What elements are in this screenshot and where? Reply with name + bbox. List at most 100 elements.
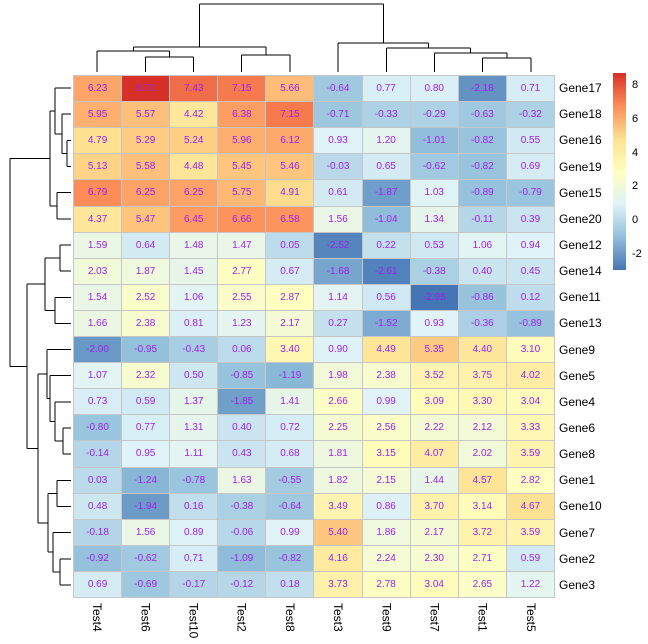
heatmap-cell: 6.25 <box>170 180 218 206</box>
row-label: Gene12 <box>559 237 602 252</box>
heatmap-cell: 6.66 <box>218 206 266 232</box>
heatmap-cell: 0.43 <box>218 441 266 467</box>
heatmap-cell: 0.94 <box>506 232 554 258</box>
heatmap-cell: -1.01 <box>410 128 458 154</box>
heatmap-cell: 1.86 <box>362 519 410 545</box>
heatmap-grid: 6.23 8.71 7.43 7.15 5.66 -0.64 0.77 0.80 -2.18 0.… <box>73 75 555 598</box>
heatmap-cell: -0.71 <box>314 102 362 128</box>
heatmap-cell: 3.09 <box>410 389 458 415</box>
column-label: Test5 <box>524 603 537 632</box>
heatmap-cell: 7.15 <box>266 102 314 128</box>
row-label: Gene9 <box>559 342 596 357</box>
heatmap-cell: 0.90 <box>314 337 362 363</box>
heatmap-cell: 1.98 <box>314 363 362 389</box>
heatmap-cell: 3.15 <box>362 441 410 467</box>
heatmap-cell: -2.18 <box>458 76 506 102</box>
heatmap-cell: 0.53 <box>410 232 458 258</box>
heatmap-cell: -0.29 <box>410 102 458 128</box>
heatmap-cell: 6.45 <box>170 206 218 232</box>
heatmap-cell: 2.17 <box>266 310 314 336</box>
row-label: Gene10 <box>559 499 602 514</box>
heatmap-cell: 1.56 <box>122 519 170 545</box>
heatmap-cell: -0.95 <box>122 337 170 363</box>
heatmap-cell: 0.99 <box>266 519 314 545</box>
heatmap-cell: 0.03 <box>74 467 122 493</box>
heatmap-cell: 0.72 <box>266 415 314 441</box>
heatmap-cell: 1.06 <box>170 284 218 310</box>
heatmap-cell: 0.59 <box>506 545 554 571</box>
heatmap-cell: 3.14 <box>458 493 506 519</box>
column-label: Test3 <box>332 603 345 632</box>
heatmap-cell: 5.95 <box>74 102 122 128</box>
heatmap-cell: 3.72 <box>458 519 506 545</box>
colorbar-tick-label: 0 <box>632 214 639 227</box>
heatmap-cell: 1.56 <box>314 206 362 232</box>
heatmap-cell: 6.38 <box>218 102 266 128</box>
heatmap-cell: 2.65 <box>458 571 506 597</box>
heatmap-cell: 0.68 <box>266 441 314 467</box>
heatmap-cell: 5.66 <box>266 76 314 102</box>
colorbar-gradient <box>613 73 626 270</box>
heatmap-cell: 2.78 <box>362 571 410 597</box>
heatmap-cell: 1.20 <box>362 128 410 154</box>
column-label: Test9 <box>380 603 393 632</box>
heatmap-cell: 5.35 <box>410 337 458 363</box>
heatmap-cell: 1.82 <box>314 467 362 493</box>
heatmap-cell: 5.24 <box>170 128 218 154</box>
heatmap-cell: 7.15 <box>218 76 266 102</box>
heatmap-cell: 2.77 <box>218 258 266 284</box>
heatmap-cell: 5.40 <box>314 519 362 545</box>
heatmap-cell: 2.38 <box>362 363 410 389</box>
colorbar-tick-label: -2 <box>632 247 642 260</box>
heatmap-cell: 4.42 <box>170 102 218 128</box>
heatmap-cell: 1.34 <box>410 206 458 232</box>
heatmap-cell: -0.89 <box>458 180 506 206</box>
heatmap-cell: 3.40 <box>266 337 314 363</box>
heatmap-cell: 5.13 <box>74 154 122 180</box>
heatmap-cell: 0.71 <box>506 76 554 102</box>
column-label: Test10 <box>187 603 200 639</box>
heatmap-cell: 5.29 <box>122 128 170 154</box>
heatmap-cell: 2.66 <box>314 389 362 415</box>
heatmap-cell: 4.57 <box>458 467 506 493</box>
heatmap-cell: 0.69 <box>506 154 554 180</box>
heatmap-cell: 0.06 <box>218 337 266 363</box>
heatmap-cell: 0.64 <box>122 232 170 258</box>
row-label: Gene6 <box>559 421 596 436</box>
heatmap-cell: -0.89 <box>506 310 554 336</box>
column-label: Test4 <box>91 603 104 632</box>
heatmap-cell: 1.81 <box>314 441 362 467</box>
heatmap-cell: 0.71 <box>170 545 218 571</box>
heatmap-cell: -1.87 <box>362 180 410 206</box>
heatmap-cell: -1.85 <box>218 389 266 415</box>
heatmap-cell: -0.32 <box>506 102 554 128</box>
row-label: Gene11 <box>559 290 601 305</box>
heatmap-cell: 2.30 <box>410 545 458 571</box>
heatmap-cell: 6.25 <box>122 180 170 206</box>
heatmap-cell: 3.33 <box>506 415 554 441</box>
heatmap-cell: 2.03 <box>74 258 122 284</box>
column-label: Test1 <box>476 603 489 632</box>
heatmap-cell: 1.45 <box>170 258 218 284</box>
heatmap-cell: 2.15 <box>362 467 410 493</box>
heatmap-cell: 3.59 <box>506 519 554 545</box>
heatmap-cell: 2.25 <box>314 415 362 441</box>
column-label: Test2 <box>235 603 248 632</box>
heatmap-cell: -1.52 <box>362 310 410 336</box>
heatmap-cell: 5.75 <box>218 180 266 206</box>
heatmap-cell: 4.67 <box>506 493 554 519</box>
row-label: Gene17 <box>559 81 602 96</box>
heatmap-cell: 0.39 <box>506 206 554 232</box>
heatmap-cell: 0.18 <box>266 571 314 597</box>
colorbar-tick-label: 8 <box>632 78 639 91</box>
row-label: Gene14 <box>559 264 602 279</box>
heatmap-cell: 2.82 <box>506 467 554 493</box>
heatmap-cell: -1.68 <box>314 258 362 284</box>
heatmap-cell: 1.54 <box>74 284 122 310</box>
row-label: Gene5 <box>559 368 596 383</box>
heatmap-cell: 2.32 <box>122 363 170 389</box>
heatmap-cell: 5.45 <box>218 154 266 180</box>
heatmap-cell: 1.14 <box>314 284 362 310</box>
row-label: Gene16 <box>559 133 602 148</box>
